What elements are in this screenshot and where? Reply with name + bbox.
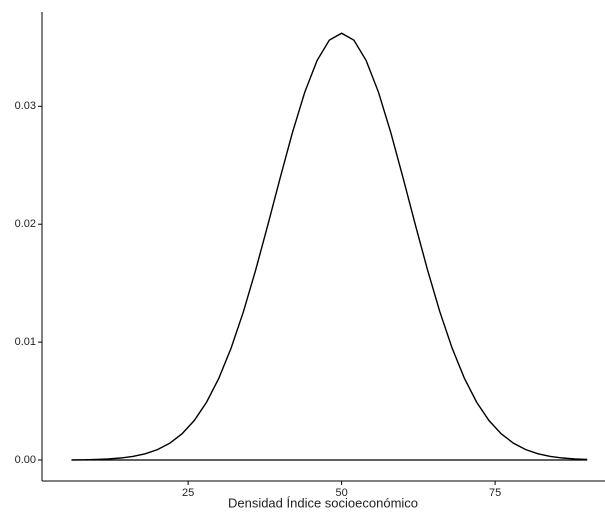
x-axis-label: Densidad Índice socioeconómico bbox=[228, 495, 418, 510]
y-tick-label: 0.03 bbox=[15, 100, 36, 112]
y-tick-label: 0.02 bbox=[15, 218, 36, 230]
x-tick-label: 25 bbox=[182, 487, 194, 499]
x-tick-label: 75 bbox=[489, 487, 501, 499]
x-tick-label: 50 bbox=[335, 487, 347, 499]
y-tick-label: 0.00 bbox=[15, 454, 36, 466]
density-curve bbox=[71, 32, 588, 461]
y-tick-label: 0.01 bbox=[15, 336, 36, 348]
